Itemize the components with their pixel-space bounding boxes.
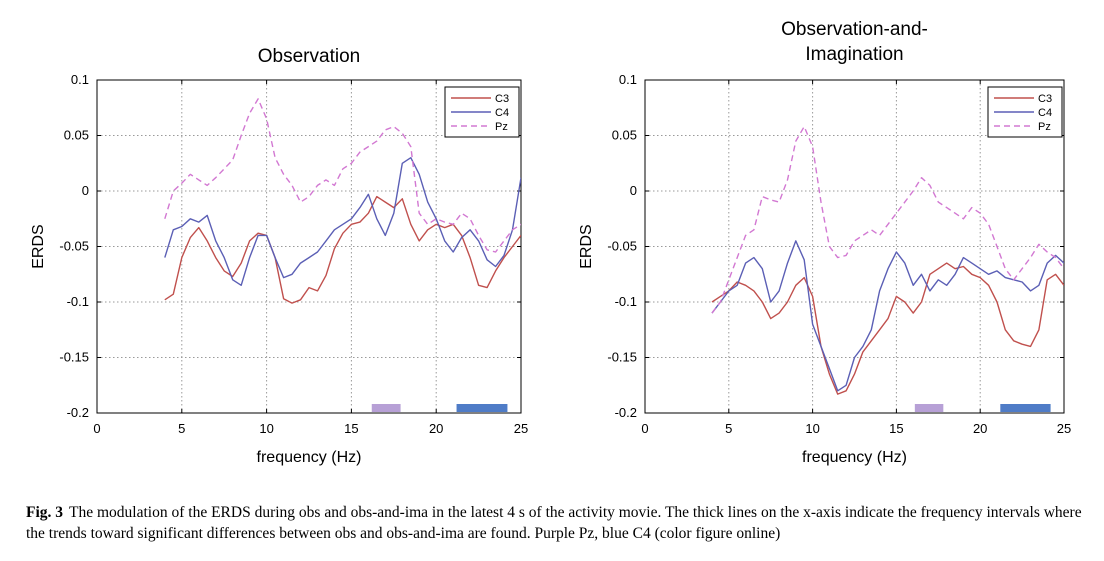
y-tick-label: -0.05: [607, 239, 637, 254]
chart-2: 0 5 10 15 20 25 0.1 0.05 0 -0.05 -0.1 -0.15 -0.2 freq…: [578, 19, 1071, 466]
x-tick-label: 10: [805, 421, 819, 436]
x-tick-label: 20: [973, 421, 987, 436]
legend-label-c3: C3: [495, 93, 509, 105]
y-tick-label: 0.05: [612, 128, 637, 143]
x-tick-label: 25: [1057, 421, 1071, 436]
series-line-c3: [164, 195, 521, 304]
y-axis-label: ERDS: [30, 224, 47, 268]
x-axis-label: frequency (Hz): [802, 449, 907, 466]
x-tick-label: 0: [641, 421, 648, 436]
y-tick-label: -0.05: [59, 239, 89, 254]
y-tick-label: 0: [82, 183, 89, 198]
legend: C3 C4 Pz: [987, 86, 1063, 138]
series-line-c4: [164, 157, 521, 286]
legend-label-pz: Pz: [1038, 121, 1051, 133]
caption-label: Fig. 3: [26, 504, 64, 521]
significance-bar: [1000, 404, 1051, 412]
x-axis-label: frequency (Hz): [257, 449, 362, 466]
y-tick-label: -0.1: [67, 294, 89, 309]
significance-bar: [914, 404, 944, 412]
figure: 0 5 10 15 20 250.10.050-0.05-0.1-0.15-0.2freq…: [30, 19, 1071, 466]
legend-label-c3: C3: [1038, 93, 1052, 105]
y-tick-label: -0.2: [67, 405, 89, 420]
y-axis-label: ERDS: [578, 224, 595, 268]
chart-title: Observation-and-: [781, 19, 928, 40]
x-tick-label: 15: [889, 421, 903, 436]
x-tick-label: 0: [93, 421, 100, 436]
x-tick-label: 10: [259, 421, 273, 436]
legend: C3 C4 Pz: [444, 86, 520, 138]
y-tick-label: -0.1: [615, 294, 637, 309]
chart-title: Imagination: [805, 44, 903, 65]
significance-bar: [371, 404, 401, 412]
y-tick-label: -0.2: [615, 405, 637, 420]
chart-title: Observation: [258, 46, 360, 67]
legend-label-c4: C4: [1038, 107, 1052, 119]
y-tick-label: 0.1: [71, 72, 89, 87]
series-line-c4: [711, 240, 1064, 392]
chart-1: 0 5 10 15 20 25 0.1 0.05 0 -0.05 -0.1 -0.15 -0.2 freq…: [30, 46, 528, 466]
y-tick-label: -0.15: [59, 350, 89, 365]
series-line-pz: [711, 125, 1064, 314]
figure-caption: Fig. 3 The modulation of the ERDS during …: [26, 502, 1086, 544]
y-tick-label: -0.15: [607, 350, 637, 365]
caption-text: The modulation of the ERDS during obs an…: [26, 504, 1082, 542]
legend-label-pz: Pz: [495, 121, 508, 133]
significance-bar: [456, 404, 508, 412]
x-tick-label: 5: [178, 421, 185, 436]
x-tick-label: 20: [429, 421, 443, 436]
series-line-pz: [164, 98, 521, 253]
x-tick-label: 5: [725, 421, 732, 436]
y-tick-label: 0.1: [619, 72, 637, 87]
x-tick-label: 25: [514, 421, 528, 436]
y-tick-label: 0: [630, 183, 637, 198]
x-tick-label: 15: [344, 421, 358, 436]
y-tick-label: 0.05: [64, 128, 89, 143]
legend-label-c4: C4: [495, 107, 509, 119]
series-line-c3: [711, 262, 1064, 395]
